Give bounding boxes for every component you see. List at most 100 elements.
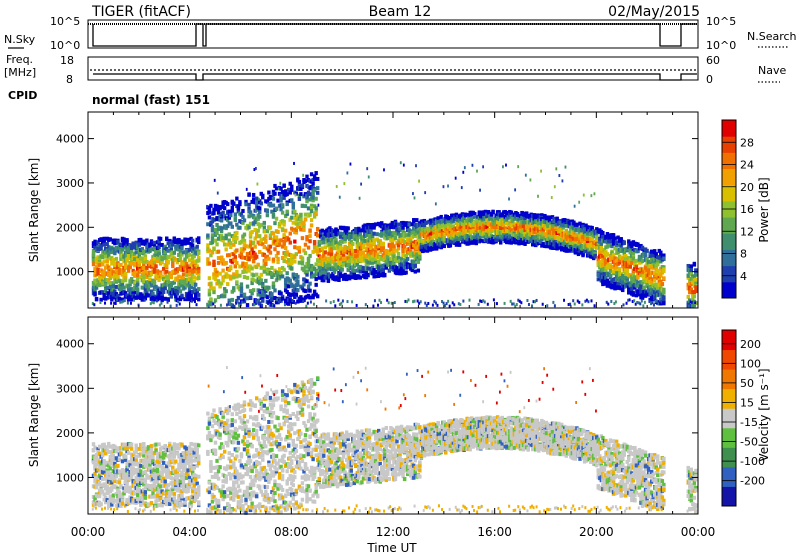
- range-cell: [171, 242, 175, 247]
- range-cell: [540, 169, 542, 173]
- range-cell: [498, 225, 503, 230]
- range-cell: [187, 252, 192, 257]
- range-cell: [222, 287, 227, 292]
- range-cell: [290, 283, 294, 288]
- range-cell: [232, 298, 235, 302]
- range-cell: [163, 244, 167, 249]
- range-cell: [226, 282, 230, 287]
- range-cell: [195, 264, 199, 269]
- range-cell: [195, 244, 199, 249]
- range-cell: [297, 260, 302, 265]
- range-cell: [370, 265, 375, 270]
- range-cell: [290, 198, 294, 203]
- range-cell: [102, 242, 106, 247]
- range-cell: [309, 271, 314, 276]
- range-cell: [166, 297, 170, 302]
- range-cell: [280, 203, 285, 208]
- range-cell: [111, 270, 116, 275]
- range-cell: [540, 217, 544, 222]
- range-cell: [608, 273, 613, 278]
- range-cell: [573, 204, 576, 208]
- range-cell: [277, 242, 282, 247]
- range-cell: [155, 299, 158, 303]
- range-cell: [471, 228, 475, 233]
- range-cell: [300, 261, 305, 266]
- range-cell: [380, 221, 384, 226]
- range-cell: [485, 225, 489, 230]
- range-cell: [245, 303, 250, 308]
- range-cell: [309, 223, 314, 228]
- range-cell: [306, 301, 309, 305]
- range-cell: [302, 299, 305, 303]
- range-cell: [503, 209, 507, 214]
- range-cell: [242, 238, 247, 243]
- range-cell: [274, 216, 279, 221]
- range-cell: [308, 253, 312, 258]
- range-cell: [283, 214, 288, 219]
- range-cell: [309, 268, 314, 273]
- range-cell: [197, 251, 201, 256]
- range-cell: [268, 303, 271, 307]
- range-cell: [248, 243, 253, 248]
- range-cell: [186, 250, 190, 255]
- range-cell: [248, 210, 253, 215]
- range-cell: [206, 204, 208, 208]
- range-cell: [113, 251, 117, 256]
- range-cell: [213, 227, 218, 232]
- range-cell: [541, 229, 546, 234]
- range-cell: [343, 239, 347, 244]
- range-cell: [178, 289, 183, 294]
- range-cell: [598, 236, 602, 241]
- range-cell: [479, 238, 483, 243]
- range-cell: [319, 239, 323, 244]
- range-cell: [311, 293, 315, 298]
- range-cell: [190, 260, 195, 265]
- range-cell: [235, 280, 239, 285]
- range-cell: [303, 179, 308, 184]
- range-cell: [251, 303, 254, 307]
- range-cell: [416, 228, 421, 233]
- range-cell: [102, 269, 106, 274]
- range-cell: [267, 285, 271, 290]
- range-cell: [108, 270, 112, 275]
- range-cell: [258, 281, 262, 286]
- range-cell: [309, 209, 314, 214]
- range-cell: [236, 209, 241, 214]
- range-cell: [93, 239, 97, 244]
- range-cell: [531, 304, 534, 308]
- range-cell: [296, 225, 300, 230]
- range-cell: [221, 258, 225, 263]
- range-cell: [527, 220, 532, 225]
- range-cell: [280, 227, 285, 232]
- range-cell: [396, 255, 401, 260]
- range-cell: [165, 269, 169, 274]
- range-cell: [221, 203, 225, 208]
- range-cell: [105, 242, 109, 247]
- range-cell: [145, 284, 149, 289]
- range-cell: [250, 230, 254, 235]
- range-cell: [149, 302, 152, 306]
- range-cell: [126, 254, 131, 259]
- range-cell: [352, 268, 356, 273]
- range-cell: [190, 299, 193, 303]
- range-cell: [471, 163, 474, 167]
- range-cell: [482, 299, 485, 303]
- range-cell: [418, 250, 422, 255]
- range-cell: [299, 226, 303, 231]
- range-cell: [326, 260, 331, 265]
- range-cell: [174, 257, 178, 262]
- range-cell: [268, 250, 273, 255]
- range-cell: [235, 248, 239, 253]
- range-cell: [178, 256, 183, 261]
- range-cell: [94, 297, 99, 302]
- range-cell: [262, 245, 267, 250]
- range-cell: [396, 251, 401, 256]
- range-cell: [254, 207, 259, 212]
- range-cell: [305, 272, 309, 277]
- range-cell: [483, 209, 488, 214]
- range-cell: [253, 228, 257, 233]
- range-cell: [168, 288, 172, 293]
- range-cell: [293, 239, 297, 244]
- range-cell: [258, 197, 260, 201]
- nsky-tick-bottom: 10^0: [50, 39, 80, 52]
